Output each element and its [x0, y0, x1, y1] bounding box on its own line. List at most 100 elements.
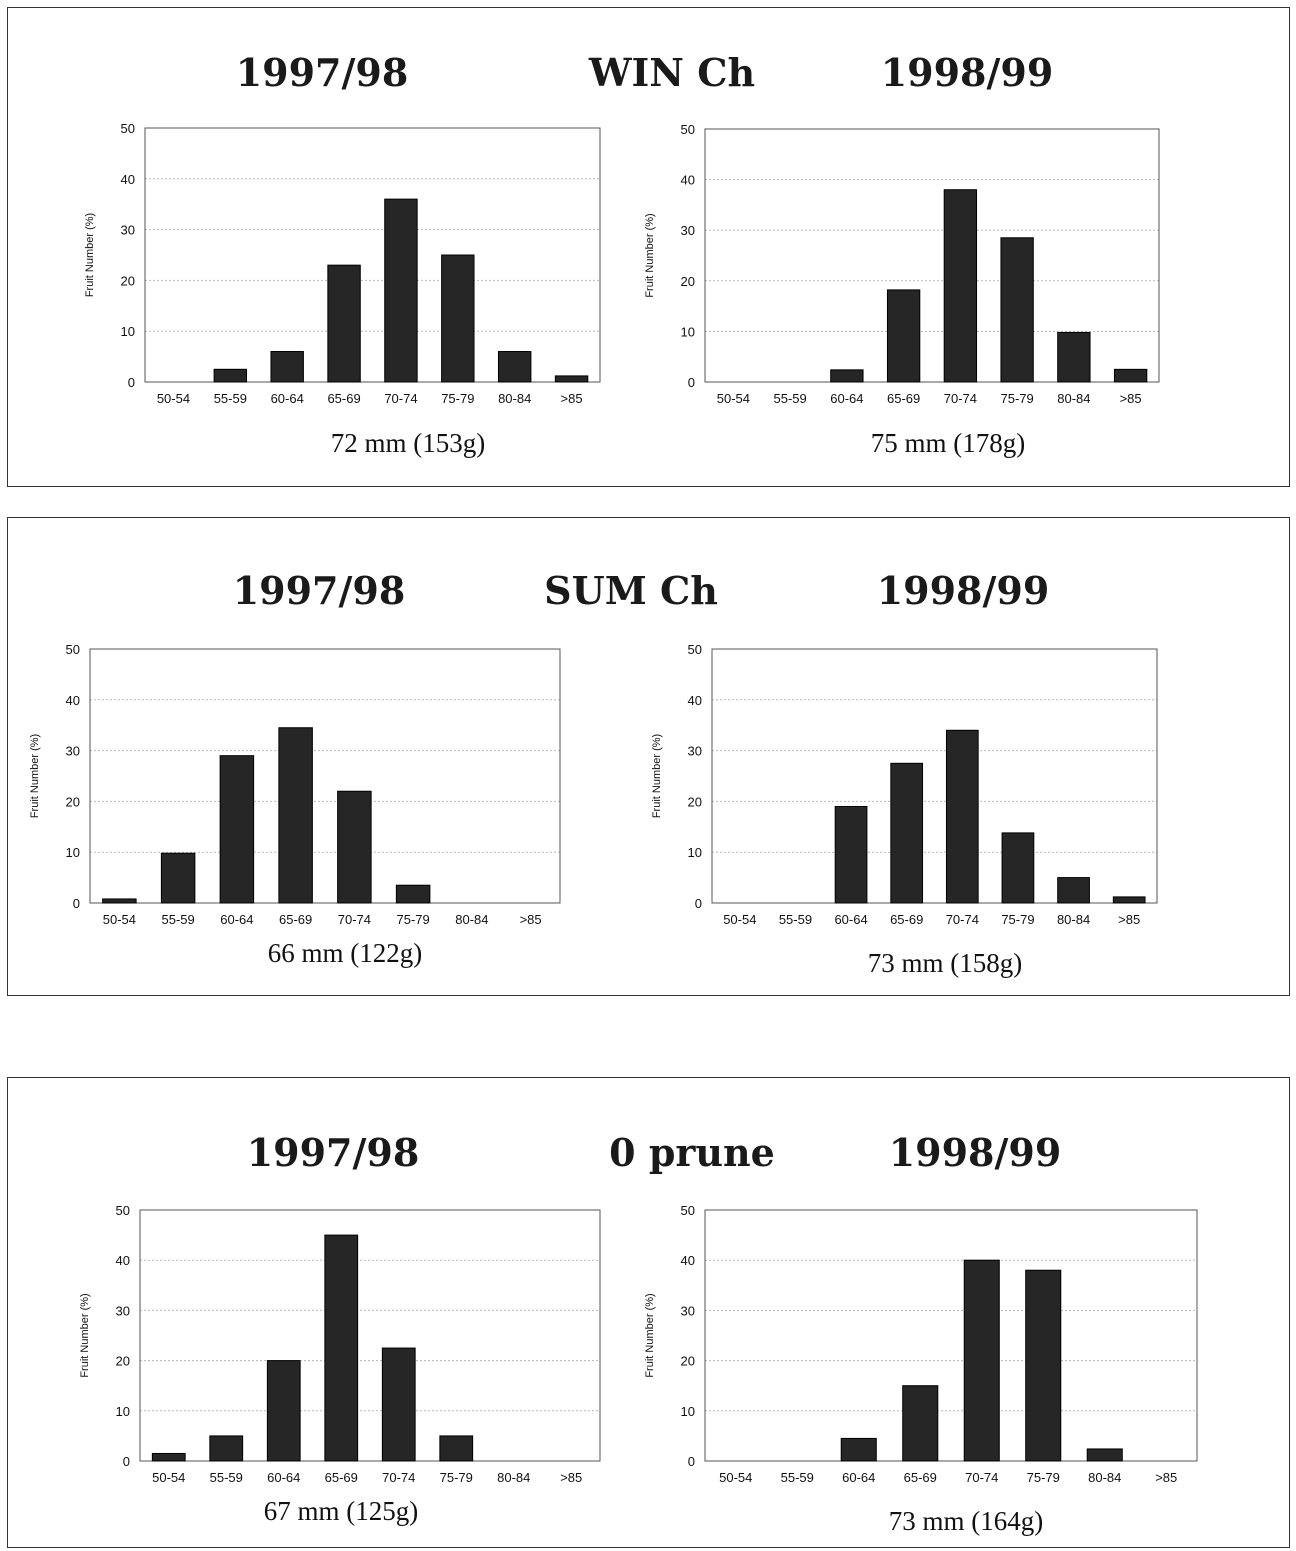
x-tick-label: 50-54 [719, 1470, 752, 1485]
x-tick-label: >85 [1155, 1470, 1177, 1485]
x-tick-label: 60-64 [220, 912, 253, 927]
y-tick-label: 50 [681, 122, 695, 137]
y-tick-label: 40 [688, 693, 702, 708]
y-tick-label: 0 [128, 375, 135, 390]
y-tick-label: 30 [116, 1303, 130, 1318]
bar [439, 1435, 474, 1462]
caption-win-ch-1997: 72 mm (153g) [330, 428, 486, 458]
caption-win-ch-1998: 75 mm (178g) [870, 428, 1026, 458]
bar [1057, 331, 1091, 383]
x-tick-label: 60-64 [830, 391, 863, 406]
bar [834, 805, 868, 904]
x-tick-label: 65-69 [327, 391, 360, 406]
y-tick-label: 0 [73, 896, 80, 911]
x-tick-label: 55-59 [779, 912, 812, 927]
plot-area [704, 1209, 1198, 1462]
x-tick-label: >85 [520, 912, 542, 927]
bar [219, 755, 255, 904]
caption-0-prune-1997: 67 mm (125g) [263, 1496, 419, 1526]
panel-0-prune-year-left: 1997/98 [246, 1130, 420, 1175]
chart-sum-ch-1997: 0 10 20 30 40 50 Fruit Number (%) 50-54 55-59 60-… [29, 642, 561, 927]
bar [554, 375, 589, 383]
x-tick-label: 75-79 [1027, 1470, 1060, 1485]
bar [270, 351, 304, 383]
y-tick-label: 10 [66, 845, 80, 860]
y-tick-label: 0 [695, 896, 702, 911]
x-tick-label: 60-64 [267, 1470, 300, 1485]
x-tick-label: >85 [560, 1470, 582, 1485]
bar [213, 368, 248, 383]
x-tick-label: 50-54 [723, 912, 756, 927]
y-axis-title: Fruit Number (%) [644, 1293, 656, 1377]
y-axis-title: Fruit Number (%) [651, 734, 663, 818]
bar [840, 1437, 877, 1462]
panel-win-ch-treatment: WIN Ch [588, 50, 756, 95]
y-axis-title: Fruit Number (%) [79, 1293, 91, 1377]
y-tick-label: 50 [688, 642, 702, 657]
y-tick-label: 20 [681, 274, 695, 289]
bar [886, 289, 921, 383]
y-tick-label: 30 [121, 223, 135, 238]
y-tick-label: 0 [688, 375, 695, 390]
y-tick-label: 20 [121, 273, 135, 288]
caption-sum-ch-1997: 66 mm (122g) [267, 938, 423, 968]
x-tick-label: 80-84 [498, 391, 531, 406]
bar [1057, 877, 1090, 904]
bar [266, 1360, 301, 1462]
x-tick-label: 80-84 [1057, 391, 1090, 406]
panel-win-ch-year-right: 1998/99 [880, 50, 1054, 95]
x-tick-label: 55-59 [162, 912, 195, 927]
y-tick-label: 40 [66, 693, 80, 708]
y-tick-label: 20 [681, 1354, 695, 1369]
plot-area [144, 127, 601, 383]
x-tick-label: 75-79 [440, 1470, 473, 1485]
bar [902, 1385, 939, 1462]
bar [963, 1259, 1000, 1462]
y-tick-label: 10 [116, 1404, 130, 1419]
x-tick-label: 50-54 [103, 912, 136, 927]
bar [151, 1452, 186, 1462]
x-tick-label: 75-79 [1001, 912, 1034, 927]
y-tick-label: 30 [688, 744, 702, 759]
x-tick-label: 50-54 [717, 391, 750, 406]
x-tick-label: 60-64 [842, 1470, 875, 1485]
bar [943, 189, 978, 383]
bar [1025, 1269, 1062, 1462]
plot-area [711, 648, 1158, 904]
y-tick-label: 0 [688, 1454, 695, 1469]
plot-area [139, 1209, 601, 1462]
y-tick-label: 40 [116, 1253, 130, 1268]
x-tick-label: 75-79 [1001, 391, 1034, 406]
y-tick-label: 50 [681, 1203, 695, 1218]
x-tick-label: >85 [561, 391, 583, 406]
x-tick-label: 75-79 [441, 391, 474, 406]
x-tick-label: 50-54 [152, 1470, 185, 1485]
x-tick-label: 70-74 [384, 391, 417, 406]
plot-area [89, 648, 561, 904]
panel-sum-ch-year-left: 1997/98 [232, 568, 406, 613]
caption-sum-ch-1998: 73 mm (158g) [867, 948, 1023, 978]
x-tick-label: 55-59 [210, 1470, 243, 1485]
bar [1112, 896, 1146, 904]
y-tick-label: 20 [66, 794, 80, 809]
x-tick-label: 60-64 [834, 912, 867, 927]
bar [395, 884, 431, 904]
x-tick-label: 65-69 [887, 391, 920, 406]
bar [1086, 1448, 1123, 1462]
x-tick-label: 65-69 [325, 1470, 358, 1485]
y-tick-label: 50 [121, 121, 135, 136]
panel-0-prune-year-right: 1998/99 [888, 1130, 1062, 1175]
x-tick-label: 75-79 [397, 912, 430, 927]
x-tick-label: 80-84 [455, 912, 488, 927]
y-tick-label: 30 [681, 223, 695, 238]
x-tick-label: 60-64 [271, 391, 304, 406]
bar [945, 729, 979, 904]
bar [160, 852, 196, 904]
y-axis-title: Fruit Number (%) [84, 213, 96, 297]
x-tick-label: 70-74 [965, 1470, 998, 1485]
bar [337, 790, 372, 904]
y-tick-label: 0 [123, 1454, 130, 1469]
y-tick-label: 40 [681, 1253, 695, 1268]
